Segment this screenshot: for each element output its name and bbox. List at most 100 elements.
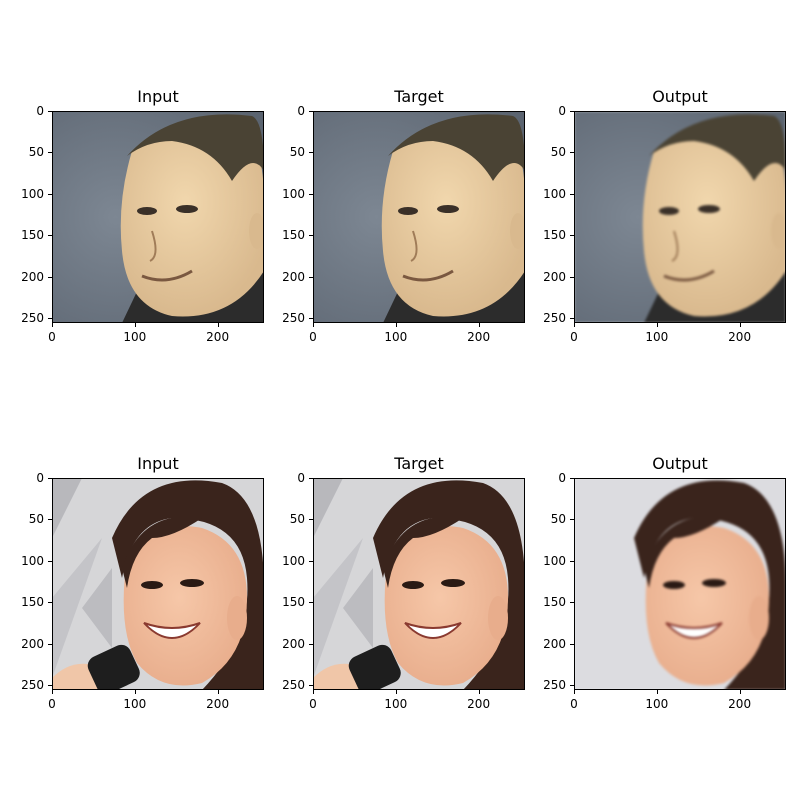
y-tick-label: 100: [543, 553, 566, 568]
y-tick-label: 0: [558, 471, 566, 485]
y-tick-label: 50: [289, 512, 305, 527]
y-tick: [570, 111, 574, 112]
y-tick: [48, 519, 52, 521]
panel-title: Output: [652, 454, 708, 473]
x-tick: [217, 690, 219, 694]
panel-input-row1: Input 0 50 100 150 200 250 0 100 200: [21, 87, 264, 343]
y-tick: [48, 276, 52, 278]
y-tick: [309, 478, 313, 479]
x-tick: [656, 690, 658, 694]
y-tick-label: 0: [36, 104, 44, 118]
x-tick-label: 100: [645, 697, 669, 711]
y-tick: [309, 193, 313, 195]
x-tick: [574, 323, 575, 327]
x-tick-label: 200: [206, 330, 230, 344]
x-tick-label: 0: [309, 330, 317, 344]
woman-face-image: [52, 478, 264, 690]
x-tick-label: 200: [206, 697, 230, 711]
y-tick: [309, 519, 313, 521]
y-tick: [570, 152, 574, 154]
y-tick-label: 150: [282, 228, 305, 243]
y-tick: [309, 235, 313, 237]
x-tick: [478, 690, 480, 694]
x-tick-label: 200: [467, 697, 491, 711]
x-tick: [313, 323, 314, 327]
y-tick-label: 50: [289, 145, 305, 160]
x-tick: [217, 323, 219, 327]
y-tick: [48, 478, 52, 479]
y-tick-label: 250: [21, 311, 44, 326]
x-tick: [739, 323, 741, 327]
x-tick: [739, 690, 741, 694]
y-tick-label: 200: [21, 269, 44, 284]
axes-frame: [574, 111, 786, 323]
x-tick-label: 200: [728, 330, 752, 344]
panel-title: Target: [394, 454, 444, 473]
y-tick: [48, 111, 52, 112]
man-face-image: [574, 111, 786, 323]
x-tick: [395, 323, 397, 327]
y-tick: [309, 276, 313, 278]
man-face-image: [313, 111, 525, 323]
y-tick-label: 250: [543, 678, 566, 693]
woman-face-image: [574, 478, 786, 690]
panel-output-row1: Output 0 50 100 150 200 250 0 100 200: [543, 87, 786, 343]
y-tick-label: 250: [543, 311, 566, 326]
y-tick: [570, 685, 574, 687]
y-tick-label: 0: [36, 471, 44, 485]
y-tick: [570, 643, 574, 645]
y-tick-label: 50: [28, 145, 44, 160]
y-tick-label: 0: [558, 104, 566, 118]
x-tick-label: 0: [570, 330, 578, 344]
y-tick: [570, 318, 574, 320]
panel-title: Input: [137, 454, 179, 473]
y-tick-label: 200: [21, 636, 44, 651]
axes-frame: [313, 478, 525, 690]
y-tick-label: 100: [543, 186, 566, 201]
y-tick: [570, 193, 574, 195]
x-tick-label: 100: [384, 330, 408, 344]
y-tick-label: 50: [28, 512, 44, 527]
y-tick: [309, 152, 313, 154]
x-tick-label: 100: [645, 330, 669, 344]
x-tick-label: 100: [123, 697, 147, 711]
y-tick-label: 150: [543, 595, 566, 610]
y-tick-label: 100: [21, 186, 44, 201]
x-tick: [574, 690, 575, 694]
panel-input-row2: Input 0 50 100 150 200 250 0 100 200: [21, 454, 264, 710]
x-tick-label: 0: [48, 330, 56, 344]
y-tick: [309, 685, 313, 687]
y-tick-label: 200: [543, 269, 566, 284]
y-tick: [309, 560, 313, 562]
y-tick-label: 100: [282, 186, 305, 201]
y-tick-label: 100: [282, 553, 305, 568]
y-tick-label: 100: [21, 553, 44, 568]
y-tick: [309, 111, 313, 112]
x-tick-label: 0: [570, 697, 578, 711]
y-tick-label: 0: [297, 104, 305, 118]
x-tick: [656, 323, 658, 327]
y-tick-label: 150: [21, 228, 44, 243]
panel-title: Target: [394, 87, 444, 106]
y-tick: [48, 602, 52, 604]
y-tick-label: 50: [550, 145, 566, 160]
y-tick-label: 150: [282, 595, 305, 610]
y-tick: [570, 560, 574, 562]
axes-frame: [52, 478, 264, 690]
y-tick: [48, 560, 52, 562]
y-tick-label: 250: [282, 311, 305, 326]
x-tick-label: 100: [123, 330, 147, 344]
panel-title: Output: [652, 87, 708, 106]
y-tick-label: 200: [282, 636, 305, 651]
x-tick-label: 0: [309, 697, 317, 711]
y-tick: [309, 602, 313, 604]
panel-output-row2: Output 0 50 100 150 200 250 0 100 200: [543, 454, 786, 710]
x-tick-label: 0: [48, 697, 56, 711]
y-tick: [570, 602, 574, 604]
y-tick: [570, 519, 574, 521]
y-tick: [48, 235, 52, 237]
y-tick-label: 50: [550, 512, 566, 527]
x-tick: [478, 323, 480, 327]
axes-frame: [313, 111, 525, 323]
x-tick: [134, 690, 136, 694]
